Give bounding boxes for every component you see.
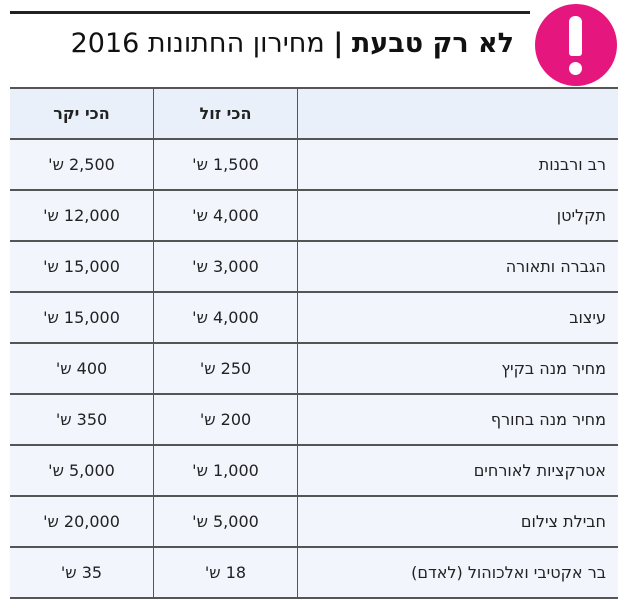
item-cell: הגברה ותאורה — [297, 240, 618, 292]
cheapest-cell: 3,000 ש' — [153, 240, 298, 292]
table-row: אטרקציות לאורחים 1,000 ש' 5,000 ש' — [10, 444, 618, 496]
item-cell: חבילת צילום — [297, 495, 618, 547]
title-separator: | — [333, 28, 344, 59]
cheapest-cell: 4,000 ש' — [153, 189, 298, 241]
item-cell: רב ורבנות — [297, 138, 618, 190]
priciest-cell: 5,000 ש' — [10, 444, 154, 496]
item-cell: אטרקציות לאורחים — [297, 444, 618, 496]
priciest-cell: 15,000 ש' — [10, 240, 154, 292]
cheapest-cell: 18 ש' — [153, 546, 298, 599]
title-rule — [10, 11, 530, 14]
header-cheapest: הכי זול — [153, 87, 298, 139]
exclamation-dot — [569, 62, 582, 75]
table-row: מחיר מנה בקיץ 250 ש' 400 ש' — [10, 342, 618, 394]
item-cell: מחיר מנה בחורף — [297, 393, 618, 445]
table-row: הגברה ותאורה 3,000 ש' 15,000 ש' — [10, 240, 618, 292]
cheapest-cell: 1,500 ש' — [153, 138, 298, 190]
table-row: מחיר מנה בחורף 200 ש' 350 ש' — [10, 393, 618, 445]
item-cell: תקליטן — [297, 189, 618, 241]
header-item — [297, 87, 618, 139]
cheapest-cell: 5,000 ש' — [153, 495, 298, 547]
header-priciest: הכי יקר — [10, 87, 154, 139]
table-row: תקליטן 4,000 ש' 12,000 ש' — [10, 189, 618, 241]
cheapest-cell: 1,000 ש' — [153, 444, 298, 496]
cheapest-cell: 250 ש' — [153, 342, 298, 394]
cheapest-cell: 200 ש' — [153, 393, 298, 445]
page-title: לא רק טבעת | מחירון החתונות 2016 — [71, 28, 514, 59]
title-light: מחירון החתונות 2016 — [70, 28, 325, 59]
item-cell: עיצוב — [297, 291, 618, 343]
title-bold: לא רק טבעת — [351, 28, 514, 59]
item-cell: מחיר מנה בקיץ — [297, 342, 618, 394]
table-row: חבילת צילום 5,000 ש' 20,000 ש' — [10, 495, 618, 547]
priciest-cell: 20,000 ש' — [10, 495, 154, 547]
priciest-cell: 35 ש' — [10, 546, 154, 599]
priciest-cell: 2,500 ש' — [10, 138, 154, 190]
table-row: רב ורבנות 1,500 ש' 2,500 ש' — [10, 138, 618, 190]
item-cell: בר אקטיבי ואלכוהול (לאדם) — [297, 546, 618, 599]
table-row: בר אקטיבי ואלכוהול (לאדם) 18 ש' 35 ש' — [10, 546, 618, 599]
priciest-cell: 15,000 ש' — [10, 291, 154, 343]
cheapest-cell: 4,000 ש' — [153, 291, 298, 343]
price-table: הכי זול הכי יקר רב ורבנות 1,500 ש' 2,500 ש… — [10, 87, 618, 599]
table-row: עיצוב 4,000 ש' 15,000 ש' — [10, 291, 618, 343]
priciest-cell: 12,000 ש' — [10, 189, 154, 241]
priciest-cell: 350 ש' — [10, 393, 154, 445]
exclamation-icon — [569, 16, 582, 56]
priciest-cell: 400 ש' — [10, 342, 154, 394]
table-header-row: הכי זול הכי יקר — [10, 87, 618, 139]
